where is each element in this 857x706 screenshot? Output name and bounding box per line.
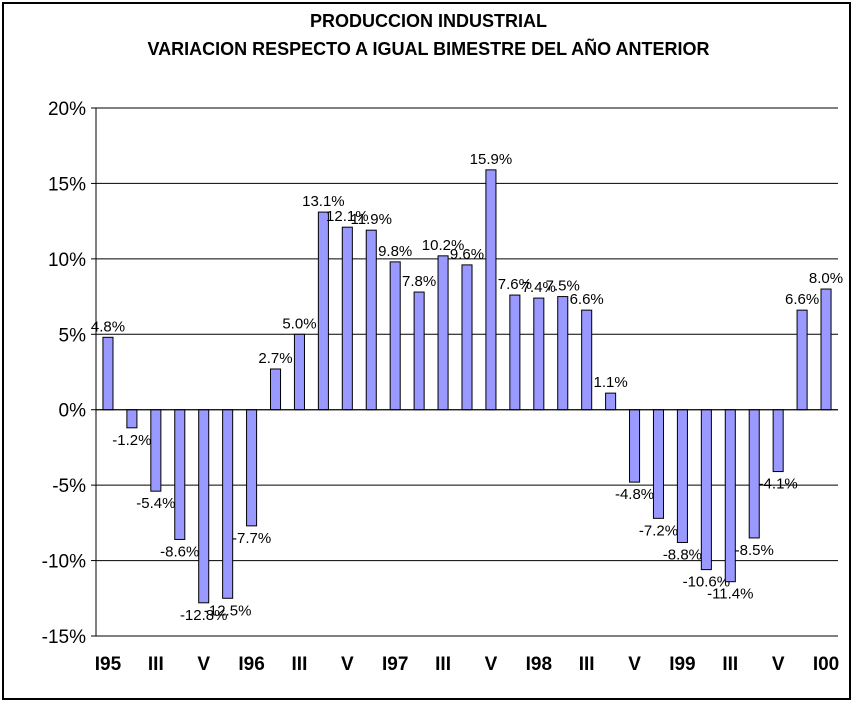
- data-label: -7.2%: [639, 522, 678, 539]
- data-label: 7.6%: [498, 276, 532, 293]
- data-label: -11.4%: [707, 586, 753, 603]
- bar: [437, 255, 449, 411]
- bar: [485, 169, 497, 411]
- bar: [700, 409, 712, 571]
- bar: [269, 368, 282, 411]
- bar: [581, 309, 593, 411]
- bar: [557, 296, 569, 411]
- data-label: 9.6%: [450, 246, 484, 263]
- x-tick-label: I98: [526, 654, 552, 675]
- bar: [461, 264, 473, 411]
- data-label: -8.6%: [160, 543, 199, 560]
- y-tick-label: 10%: [48, 250, 86, 271]
- data-label: 4.8%: [91, 318, 125, 335]
- chart-subtitle: VARIACION RESPECTO A IGUAL BIMESTRE DEL …: [147, 39, 710, 59]
- bar: [533, 297, 545, 411]
- y-tick-label: -15%: [42, 627, 86, 648]
- data-label: 8.0%: [809, 270, 843, 287]
- bar: [629, 409, 641, 483]
- data-label: 7.5%: [546, 278, 580, 295]
- bar: [413, 291, 425, 411]
- x-tick-label: III: [722, 654, 738, 675]
- y-tick-label: 15%: [48, 174, 86, 195]
- data-label: -5.4%: [136, 495, 175, 512]
- x-tick-label: I99: [669, 654, 695, 675]
- bar: [341, 226, 353, 411]
- x-tick-label: V: [628, 654, 641, 675]
- y-tick-label: -5%: [52, 476, 86, 497]
- bar: [317, 211, 329, 411]
- data-label: 7.4%: [522, 279, 556, 296]
- bar: [796, 309, 808, 411]
- bar: [126, 409, 138, 429]
- data-label: -12.5%: [204, 602, 252, 619]
- bar: [605, 392, 617, 411]
- bar: [222, 409, 234, 599]
- data-label: 13.1%: [302, 193, 345, 210]
- data-label: 6.6%: [570, 291, 604, 308]
- data-label: -8.5%: [735, 542, 774, 559]
- bar: [150, 409, 162, 492]
- data-label: 15.9%: [470, 151, 513, 168]
- y-tick-label: 0%: [59, 401, 87, 422]
- data-label: -12.8%: [180, 607, 228, 624]
- data-label: -8.8%: [663, 546, 702, 563]
- x-tick-label: I96: [238, 654, 264, 675]
- bar: [676, 409, 688, 543]
- x-tick-label: I97: [382, 654, 408, 675]
- y-tick-label: -10%: [42, 552, 86, 573]
- x-tick-label: I95: [95, 654, 122, 675]
- data-label: -4.1%: [759, 476, 798, 493]
- x-tick-label: III: [579, 654, 595, 675]
- data-label: -10.6%: [683, 574, 731, 591]
- bar: [820, 288, 832, 411]
- bar: [389, 261, 401, 411]
- x-tick-label: III: [435, 654, 451, 675]
- data-label: 11.9%: [351, 211, 392, 228]
- x-tick-label: I00: [813, 654, 839, 675]
- y-tick-label: 5%: [59, 325, 87, 346]
- bar: [198, 409, 210, 604]
- data-label: 2.7%: [258, 350, 292, 367]
- data-label: -4.8%: [615, 486, 654, 503]
- data-label: 7.8%: [402, 273, 436, 290]
- x-tick-label: V: [197, 654, 210, 675]
- x-tick-label: V: [341, 654, 354, 675]
- data-label: 9.8%: [378, 243, 412, 260]
- data-label: -7.7%: [232, 530, 271, 547]
- x-tick-label: V: [485, 654, 498, 675]
- bar: [365, 229, 377, 411]
- data-label: 12.1%: [326, 208, 369, 225]
- bar: [174, 409, 186, 540]
- data-label: 1.1%: [594, 374, 628, 391]
- bar: [748, 409, 760, 539]
- bar: [652, 409, 665, 519]
- bar: [246, 409, 258, 527]
- chart-frame: [2, 2, 851, 700]
- bar: [509, 294, 521, 411]
- data-label: 5.0%: [282, 315, 316, 332]
- y-tick-label: 20%: [48, 99, 86, 120]
- data-label: 6.6%: [785, 291, 819, 308]
- chart-title: PRODUCCION INDUSTRIAL: [310, 11, 547, 31]
- x-tick-label: V: [772, 654, 785, 675]
- data-label: -1.2%: [112, 432, 151, 449]
- x-tick-label: III: [292, 654, 308, 675]
- bar: [772, 409, 784, 473]
- bar: [102, 336, 114, 411]
- bar: [293, 333, 305, 411]
- x-tick-label: III: [148, 654, 164, 675]
- data-label: 10.2%: [422, 237, 465, 254]
